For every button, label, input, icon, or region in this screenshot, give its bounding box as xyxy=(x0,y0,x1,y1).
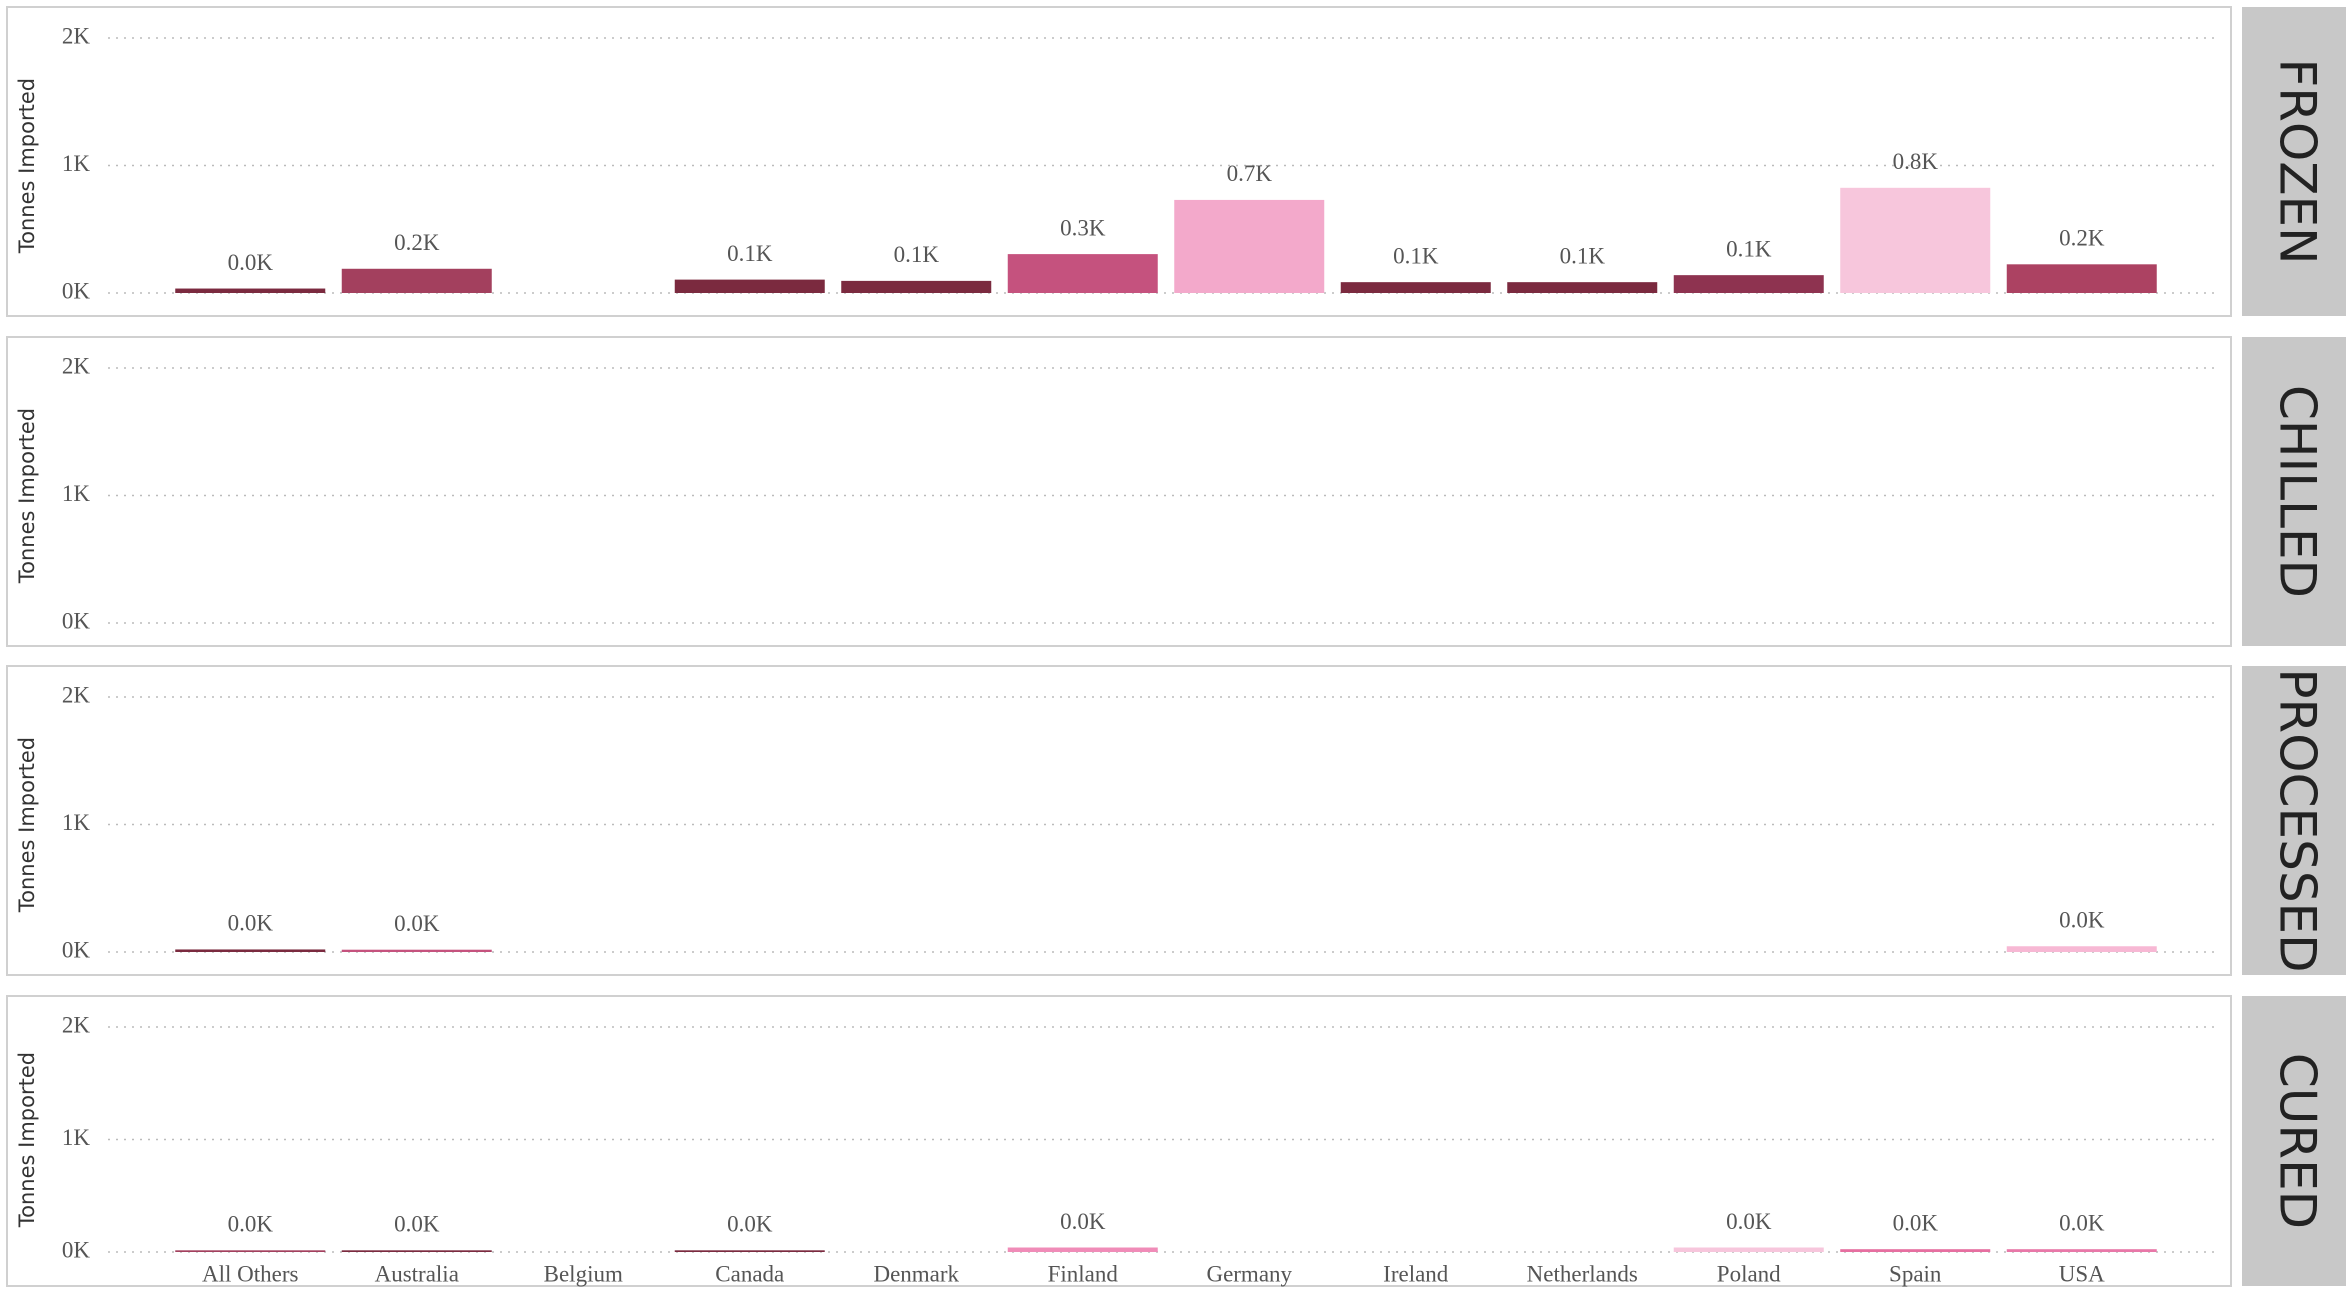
bar xyxy=(341,268,492,293)
x-tick-label: Finland xyxy=(1048,1261,1119,1286)
value-label: 0.2K xyxy=(2059,226,2105,251)
bar xyxy=(175,1250,326,1252)
y-tick-label: 2K xyxy=(62,1012,91,1037)
bar xyxy=(674,279,825,293)
x-tick-label: Spain xyxy=(1889,1261,1942,1286)
y-tick-label: 1K xyxy=(62,1125,91,1150)
bar xyxy=(1840,1249,1991,1252)
x-tick-label: Netherlands xyxy=(1527,1261,1638,1286)
panel-title: CHILLED xyxy=(2269,385,2327,598)
bar xyxy=(1673,275,1824,293)
bar xyxy=(1840,187,1991,293)
value-label: 0.0K xyxy=(228,1212,274,1237)
y-axis-label: Tonnes Imported xyxy=(15,78,39,254)
panel-title: CURED xyxy=(2269,1053,2327,1229)
panel-strip xyxy=(2242,666,2346,975)
value-label: 0.1K xyxy=(727,241,773,266)
value-label: 0.0K xyxy=(2059,1210,2105,1235)
bar xyxy=(1340,282,1491,293)
value-label: 0.1K xyxy=(1560,243,1606,268)
panel-strip xyxy=(2242,337,2346,646)
value-label: 0.0K xyxy=(394,911,440,936)
value-label: 0.0K xyxy=(1893,1210,1939,1235)
x-tick-label: Denmark xyxy=(873,1261,959,1286)
panel-title: FROZEN xyxy=(2269,58,2327,264)
x-tick-label: Poland xyxy=(1717,1261,1781,1286)
panel-frame xyxy=(6,336,2232,647)
value-label: 0.0K xyxy=(1060,1209,1106,1234)
y-tick-label: 0K xyxy=(62,937,91,962)
x-tick-label: All Others xyxy=(202,1261,299,1286)
value-label: 0.1K xyxy=(1726,236,1772,261)
bar xyxy=(674,1250,825,1252)
bar xyxy=(1174,199,1325,293)
y-tick-label: 1K xyxy=(62,810,91,835)
bar xyxy=(2006,1249,2157,1252)
y-tick-label: 1K xyxy=(62,481,91,506)
y-axis-label: Tonnes Imported xyxy=(15,408,39,584)
y-tick-label: 2K xyxy=(62,682,91,707)
bar xyxy=(175,949,326,952)
panel-strip xyxy=(2242,7,2346,316)
y-tick-label: 0K xyxy=(62,608,91,633)
y-tick-label: 0K xyxy=(62,1237,91,1262)
panel-title: PROCESSED xyxy=(2269,668,2327,972)
y-tick-label: 0K xyxy=(62,278,91,303)
value-label: 0.1K xyxy=(1393,243,1439,268)
bar xyxy=(341,1250,492,1252)
y-axis-label: Tonnes Imported xyxy=(15,1052,39,1228)
x-tick-label: Australia xyxy=(375,1261,459,1286)
value-label: 0.0K xyxy=(228,250,274,275)
bar xyxy=(2006,946,2157,952)
value-label: 0.7K xyxy=(1227,161,1273,186)
value-label: 0.0K xyxy=(2059,908,2105,933)
y-axis-label: Tonnes Imported xyxy=(15,737,39,913)
x-tick-label: Belgium xyxy=(544,1261,623,1286)
value-label: 0.0K xyxy=(1726,1209,1772,1234)
value-label: 0.3K xyxy=(1060,215,1106,240)
bar xyxy=(175,288,326,293)
panel-frame xyxy=(6,665,2232,976)
x-tick-label: Canada xyxy=(715,1261,784,1286)
value-label: 0.0K xyxy=(727,1212,773,1237)
x-tick-label: Germany xyxy=(1206,1261,1292,1286)
bar xyxy=(841,280,992,293)
value-label: 0.0K xyxy=(394,1212,440,1237)
x-tick-label: Ireland xyxy=(1383,1261,1449,1286)
bar xyxy=(1507,282,1658,293)
y-tick-label: 2K xyxy=(62,353,91,378)
value-label: 0.1K xyxy=(894,242,940,267)
value-label: 0.0K xyxy=(228,911,274,936)
bar xyxy=(1673,1247,1824,1252)
bar xyxy=(1007,254,1158,293)
panel-strip xyxy=(2242,996,2346,1286)
x-tick-label: USA xyxy=(2059,1261,2105,1286)
panel-frame xyxy=(6,995,2232,1287)
bar xyxy=(1007,1247,1158,1252)
y-tick-label: 2K xyxy=(62,23,91,48)
value-label: 0.8K xyxy=(1893,149,1939,174)
panel-frame xyxy=(6,6,2232,317)
y-tick-label: 1K xyxy=(62,151,91,176)
bar xyxy=(2006,264,2157,293)
value-label: 0.2K xyxy=(394,230,440,255)
bar xyxy=(341,949,492,952)
